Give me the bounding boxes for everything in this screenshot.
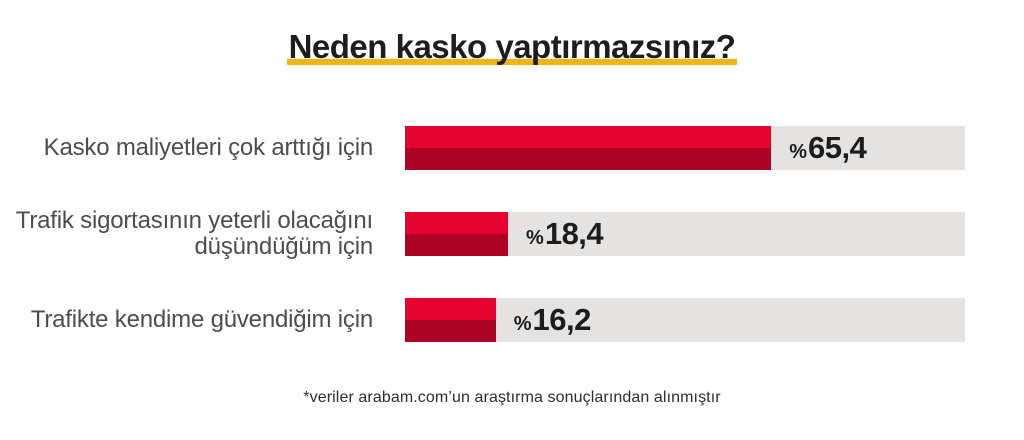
value-number: 18,4 bbox=[544, 216, 604, 251]
bar-value: % 18,4 bbox=[526, 216, 604, 252]
chart-header: Neden kasko yaptırmazsınız? bbox=[0, 28, 1024, 66]
page-title: Neden kasko yaptırmazsınız? bbox=[288, 28, 736, 65]
bar-track: % 65,4 bbox=[405, 126, 965, 170]
bar-label: Trafik sigortasının yeterli olacağını dü… bbox=[15, 207, 373, 260]
bar-label: Trafikte kendime güvendiğim için bbox=[30, 306, 373, 333]
bar-chart: Kasko maliyetleri çok arttığı için % 65,… bbox=[0, 126, 1024, 342]
title-underline-accent bbox=[286, 59, 738, 65]
bar-value: % 16,2 bbox=[513, 302, 592, 338]
percent-sign: % bbox=[789, 141, 808, 163]
source-footnote: *veriler arabam.com’un araştırma sonuçla… bbox=[303, 389, 721, 406]
bar-track: % 18,4 bbox=[405, 212, 965, 256]
bar-track: % 16,2 bbox=[405, 298, 965, 342]
value-number: 65,4 bbox=[808, 130, 867, 165]
bar-row-trafik-sigortasi: Trafik sigortasının yeterli olacağını dü… bbox=[0, 208, 1024, 260]
bar-fill bbox=[405, 126, 772, 170]
bar-row-kasko-maliyetleri: Kasko maliyetleri çok arttığı için % 65,… bbox=[0, 126, 1024, 170]
value-number: 16,2 bbox=[532, 302, 592, 337]
bar-label: Kasko maliyetleri çok arttığı için bbox=[43, 134, 374, 161]
bar-fill bbox=[405, 298, 496, 342]
bar-fill bbox=[405, 212, 509, 256]
title-wrap: Neden kasko yaptırmazsınız? bbox=[286, 28, 738, 66]
percent-sign: % bbox=[526, 227, 544, 249]
bar-value: % 65,4 bbox=[789, 130, 867, 166]
percent-sign: % bbox=[513, 313, 532, 335]
bar-row-trafikte-kendime: Trafikte kendime güvendiğim için % 16,2 bbox=[0, 298, 1024, 342]
